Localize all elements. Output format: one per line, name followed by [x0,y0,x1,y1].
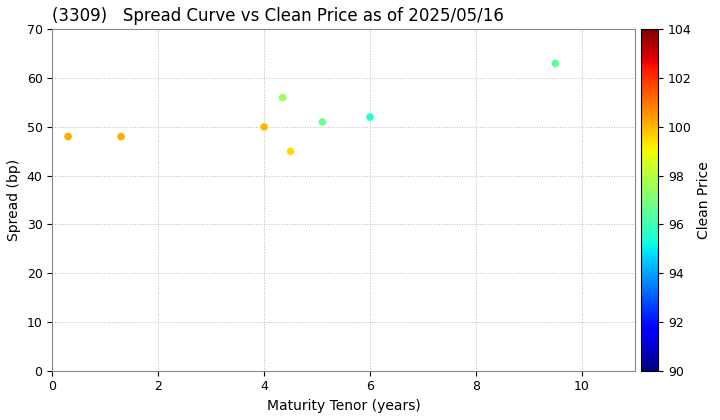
Y-axis label: Clean Price: Clean Price [697,161,711,239]
Point [277,94,289,101]
Point [364,114,376,121]
Point [115,133,127,140]
Point [258,123,270,130]
Point [63,133,74,140]
Point [317,118,328,125]
Y-axis label: Spread (bp): Spread (bp) [7,159,21,241]
Text: (3309)   Spread Curve vs Clean Price as of 2025/05/16: (3309) Spread Curve vs Clean Price as of… [53,7,504,25]
Point [549,60,561,67]
X-axis label: Maturity Tenor (years): Maturity Tenor (years) [266,399,420,413]
Point [285,148,297,155]
